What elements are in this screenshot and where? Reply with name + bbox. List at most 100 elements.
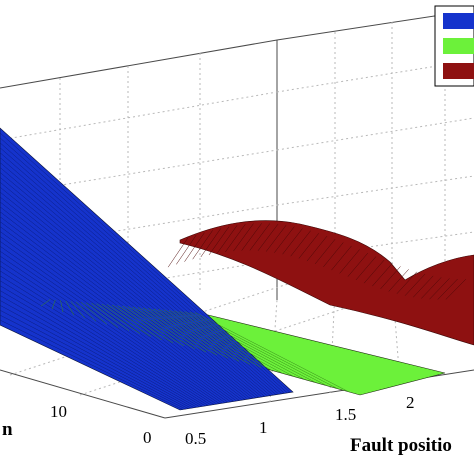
series-1-mesh-line bbox=[0, 196, 254, 399]
series-2-mesh-line bbox=[75, 301, 97, 322]
legend-swatch bbox=[443, 13, 474, 29]
series-3-mesh-line bbox=[167, 237, 189, 268]
series-2-mesh-line bbox=[40, 299, 51, 307]
series-1-mesh-line bbox=[0, 152, 280, 395]
series-1-mesh-line bbox=[0, 305, 192, 409]
series-3-mesh-line bbox=[282, 228, 303, 255]
x-axis: 0.5 1 1.5 2 Fault positio bbox=[185, 393, 452, 456]
series-1-mesh-line bbox=[0, 314, 186, 410]
series-2-mesh-line bbox=[127, 306, 207, 353]
series-2-mesh-line bbox=[86, 302, 119, 328]
series-2-mesh-line bbox=[65, 300, 75, 316]
series-3-mesh-line bbox=[355, 256, 377, 281]
back-wall-outline bbox=[0, 9, 474, 89]
series-2-mesh-line bbox=[106, 304, 163, 341]
series-3-mesh-line bbox=[412, 275, 434, 298]
series-2-mesh-line bbox=[189, 311, 339, 390]
series-2-mesh-line bbox=[168, 309, 295, 377]
series-1-surface bbox=[0, 127, 294, 411]
series-2-mesh-line bbox=[91, 302, 130, 331]
left-floor-edge bbox=[0, 369, 166, 419]
series-1-mesh-line bbox=[0, 245, 226, 404]
series-3-mesh-line bbox=[257, 223, 279, 251]
grid-line bbox=[9, 279, 301, 376]
grid-line bbox=[276, 117, 474, 151]
series-2-mesh-line bbox=[143, 307, 240, 362]
series-3-surface bbox=[179, 220, 474, 346]
series-3-mesh-line bbox=[437, 278, 458, 300]
series-1-mesh-line bbox=[0, 290, 200, 408]
grid-line bbox=[329, 289, 336, 394]
series-2-mesh-line bbox=[81, 302, 108, 325]
series-1-mesh-line bbox=[0, 231, 234, 402]
series-3-mesh-line bbox=[274, 226, 295, 253]
series-1-mesh-line bbox=[0, 162, 274, 396]
series-2-mesh-line bbox=[153, 308, 262, 368]
mesh-lines bbox=[0, 132, 467, 410]
series-2-mesh-line bbox=[101, 303, 152, 337]
y-tick-label: 10 bbox=[50, 402, 67, 421]
legend-swatches bbox=[443, 13, 474, 79]
series-1-mesh-line bbox=[0, 270, 212, 406]
series-2-mesh-line bbox=[60, 300, 64, 313]
series-1-mesh-line bbox=[0, 300, 195, 408]
series-2-mesh-line bbox=[148, 308, 251, 365]
x-tick-label: 1.5 bbox=[335, 405, 356, 424]
series-1-mesh-line bbox=[0, 186, 260, 398]
grid-line bbox=[276, 175, 474, 206]
series-1-mesh-line bbox=[0, 147, 282, 394]
series-1-mesh-line bbox=[0, 157, 277, 395]
series-3-mesh-line bbox=[396, 271, 418, 294]
series-3-mesh-line bbox=[429, 278, 450, 300]
series-3-mesh-line bbox=[380, 266, 401, 290]
series-3-mesh-line bbox=[233, 223, 254, 252]
series-3-mesh-line bbox=[265, 225, 287, 252]
series-3-mesh-line bbox=[192, 230, 213, 260]
series-1-mesh-line bbox=[0, 280, 206, 407]
series-1-mesh-line bbox=[0, 221, 240, 401]
y-axis-label: n bbox=[2, 419, 13, 440]
series-3-mesh-line bbox=[216, 225, 238, 254]
series-2-mesh-line bbox=[137, 307, 229, 359]
y-tick-label: 0 bbox=[143, 428, 152, 447]
x-axis-label: Fault positio bbox=[350, 435, 452, 456]
series-2-mesh-line bbox=[184, 311, 328, 387]
series-1-mesh-line bbox=[0, 275, 209, 406]
surfaces bbox=[0, 127, 474, 411]
series-3-mesh-line bbox=[306, 235, 328, 262]
series-2-mesh-line bbox=[179, 310, 317, 383]
series-3-mesh-line bbox=[331, 245, 352, 271]
series-1-mesh-line bbox=[0, 132, 291, 393]
series-3-mesh-line bbox=[404, 273, 426, 296]
y-axis: 0 10 n bbox=[2, 402, 152, 447]
series-3-mesh-line bbox=[421, 277, 442, 299]
grid-line bbox=[276, 231, 474, 261]
series-2-mesh-line bbox=[132, 306, 218, 356]
series-1-mesh-line bbox=[0, 206, 248, 400]
x-tick-label: 1 bbox=[259, 418, 268, 437]
series-3-mesh-line bbox=[323, 242, 344, 268]
series-1-mesh-line bbox=[0, 226, 237, 402]
series-1-mesh-line bbox=[0, 285, 203, 407]
series-1-mesh-line bbox=[0, 201, 251, 399]
series-3-mesh-line bbox=[298, 233, 320, 259]
series-1-mesh-line bbox=[0, 181, 263, 398]
series-1-mesh-line bbox=[0, 265, 215, 405]
series-1-mesh-line bbox=[0, 241, 229, 403]
series-1-mesh-line bbox=[0, 255, 220, 404]
series-1-mesh-line bbox=[0, 319, 183, 410]
series-3-mesh-line bbox=[225, 224, 246, 253]
series-3-mesh-line bbox=[339, 249, 360, 274]
series-1-mesh-line bbox=[0, 216, 243, 401]
series-2-mesh-line bbox=[122, 305, 196, 350]
series-3-mesh-line bbox=[347, 252, 369, 277]
grid-line bbox=[0, 91, 278, 141]
series-3-mesh-line bbox=[314, 239, 336, 265]
series-2-mesh-line bbox=[117, 305, 185, 347]
x-tick-label: 2 bbox=[406, 393, 415, 412]
series-3-mesh-line bbox=[208, 226, 230, 256]
legend bbox=[434, 5, 474, 87]
series-3-mesh-line bbox=[184, 232, 205, 262]
legend-swatch bbox=[443, 63, 474, 79]
